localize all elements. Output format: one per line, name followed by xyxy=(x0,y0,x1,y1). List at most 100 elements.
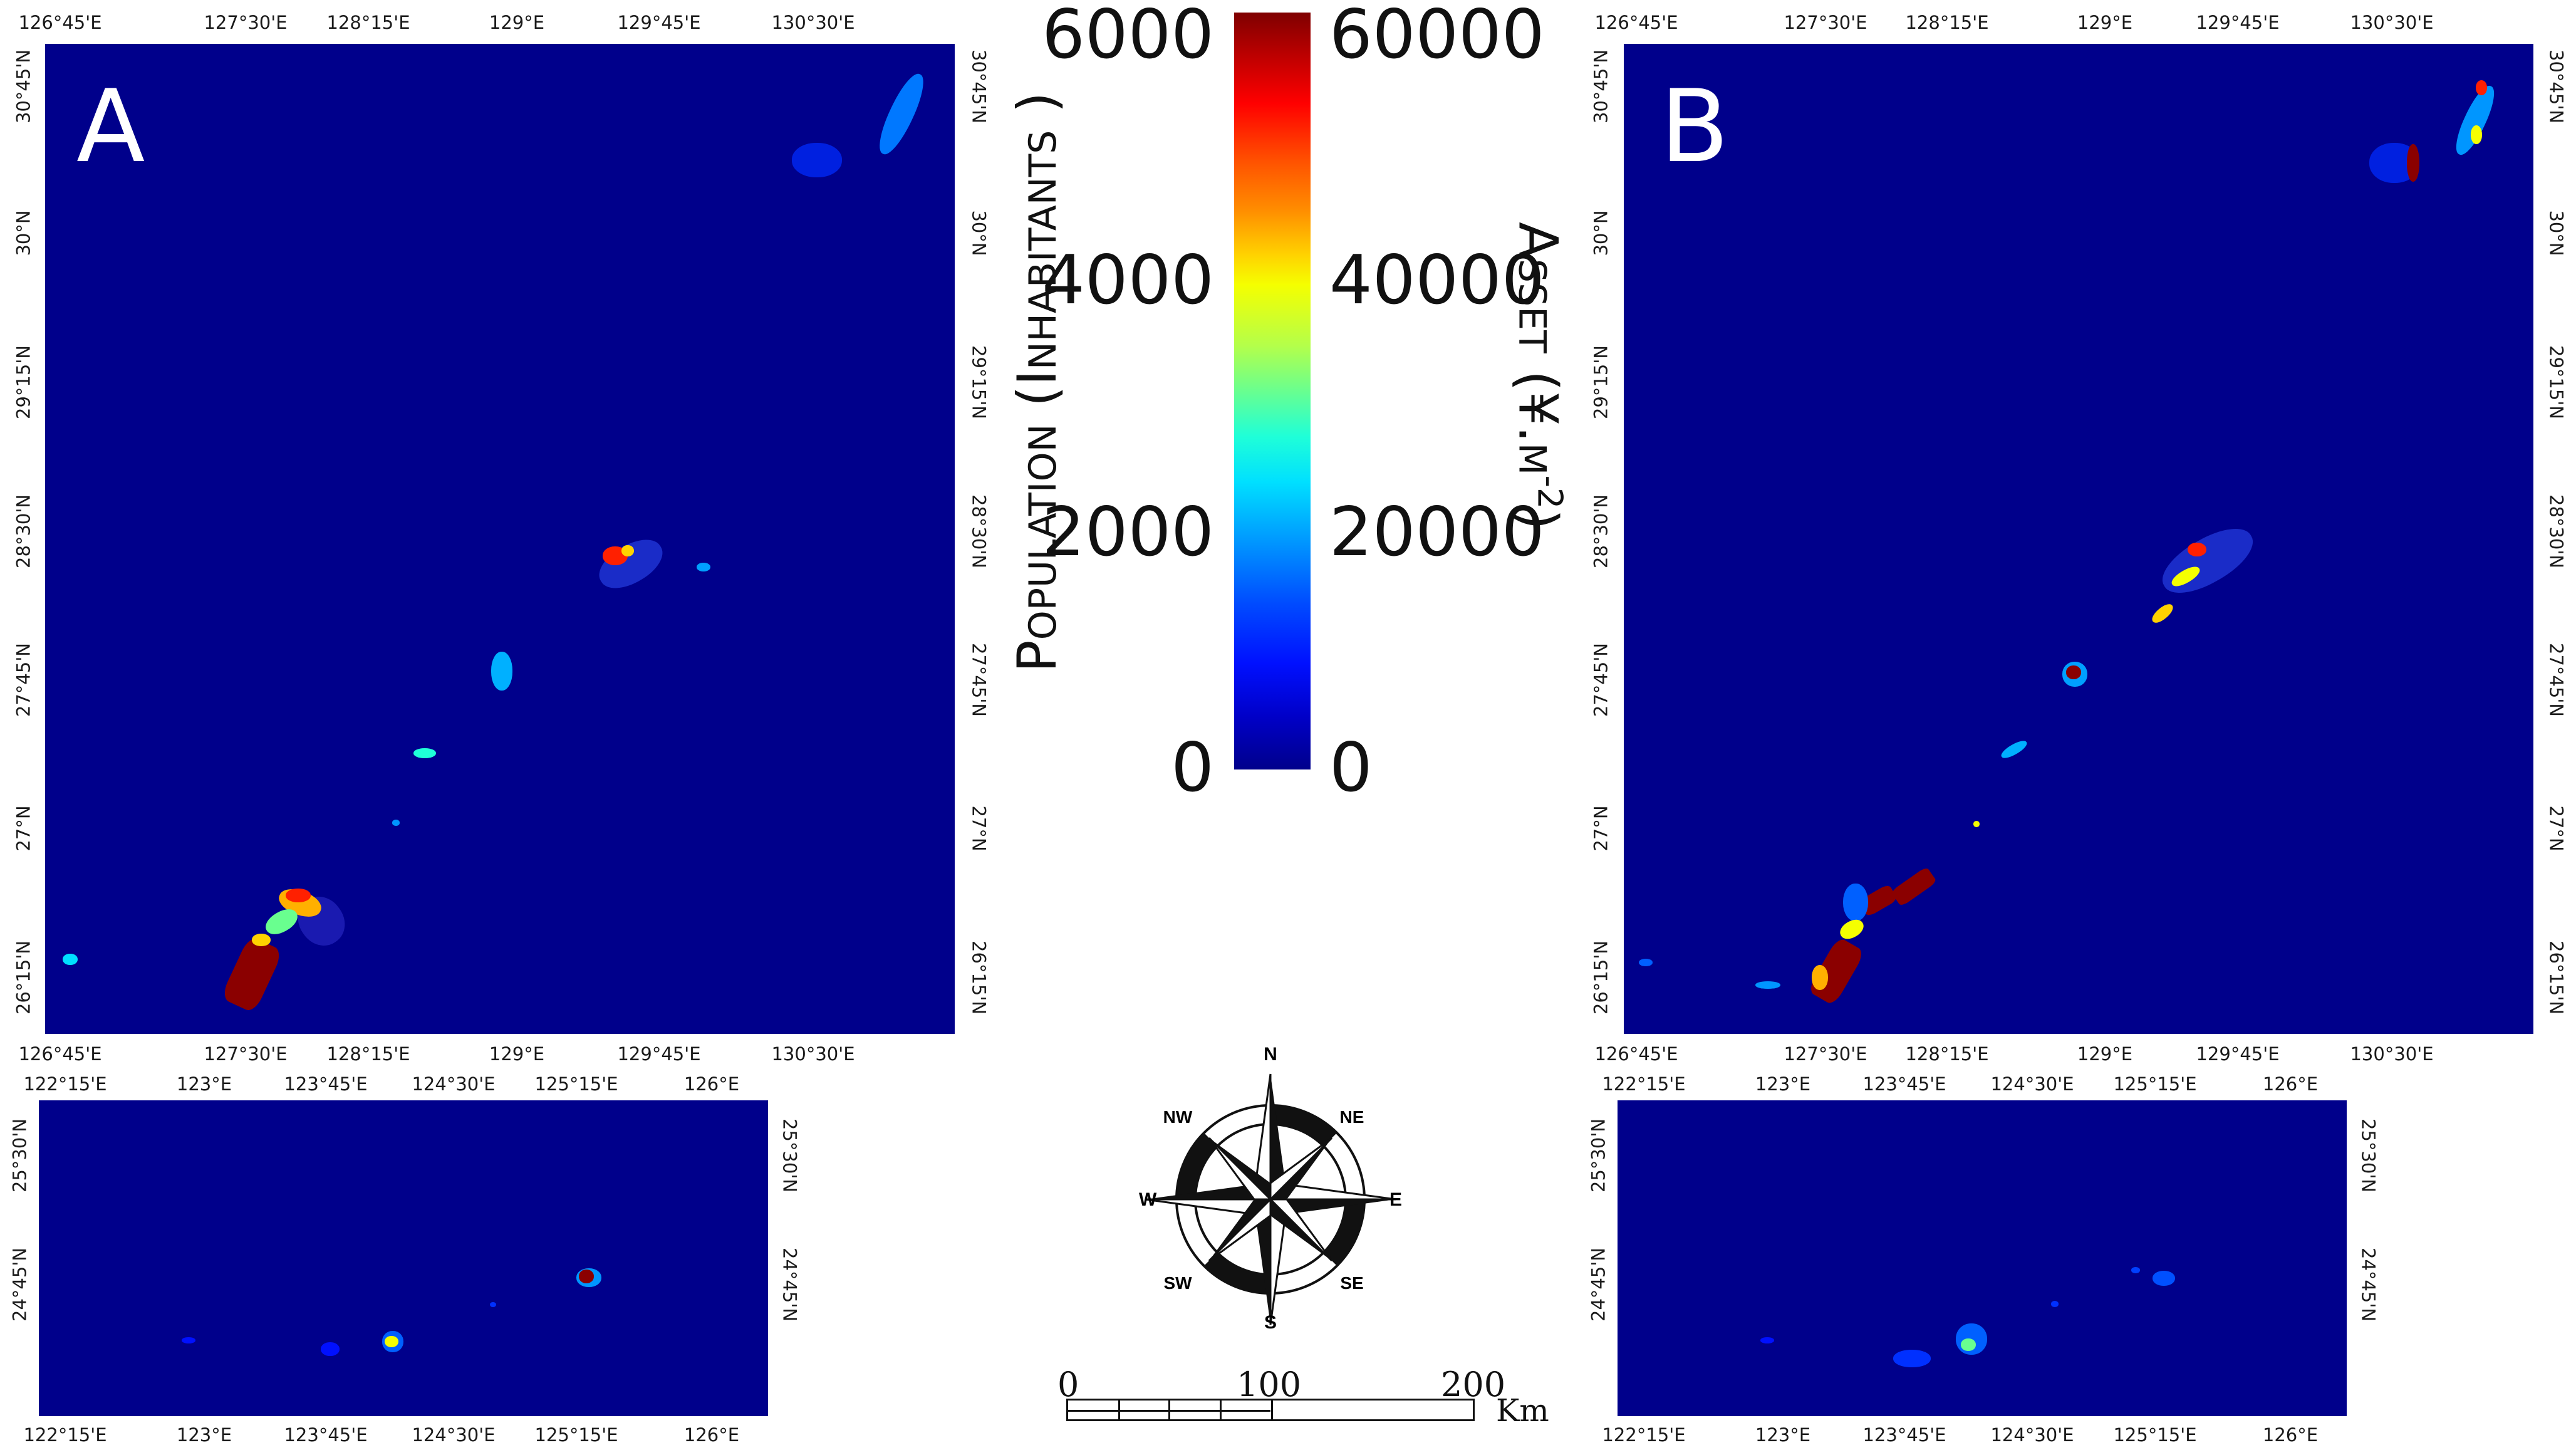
lon-tick: 123°E xyxy=(176,1073,232,1095)
lat-tick: 28°30'N xyxy=(1590,494,1612,568)
lon-tick: 123°45'E xyxy=(284,1073,368,1095)
island-patch xyxy=(1999,738,2029,761)
lat-tick: 27°45'N xyxy=(1590,643,1612,717)
compass-se: SE xyxy=(1340,1273,1363,1293)
panel-a-label: A xyxy=(76,68,145,185)
compass-nw: NW xyxy=(1163,1107,1193,1127)
panel-a-main-map: A xyxy=(45,44,955,1034)
lat-tick: 30°N xyxy=(13,210,34,256)
lat-tick: 30°45'N xyxy=(1590,50,1612,123)
lat-tick: 30°45'N xyxy=(968,50,990,123)
island-patch xyxy=(2476,80,2487,95)
lon-tick: 128°15'E xyxy=(326,1043,410,1065)
island-patch xyxy=(579,1270,594,1283)
lon-tick: 129°45'E xyxy=(617,1043,701,1065)
island-patch xyxy=(2149,601,2176,626)
panel-a-inset-map xyxy=(39,1100,768,1416)
island-patch xyxy=(490,1302,496,1307)
colorbar-gradient xyxy=(1234,13,1311,769)
island-patch xyxy=(697,563,710,571)
lon-tick: 126°E xyxy=(683,1424,740,1446)
lon-tick: 125°15'E xyxy=(534,1424,618,1446)
asset-label-40000: 40000 xyxy=(1329,241,1545,320)
island-patch xyxy=(220,935,284,1014)
lat-tick: 26°15'N xyxy=(1590,941,1612,1014)
lat-tick: 30°N xyxy=(968,210,990,256)
island-patch xyxy=(1893,1350,1931,1367)
lat-tick: 29°15'N xyxy=(2545,345,2567,419)
scale-bar-tick xyxy=(1220,1400,1222,1419)
island-patch xyxy=(491,652,512,691)
island-patch xyxy=(2153,516,2262,605)
lon-tick: 127°30'E xyxy=(204,1043,288,1065)
lat-tick: 30°45'N xyxy=(2545,50,2567,123)
island-patch xyxy=(1973,821,1980,827)
island-patch xyxy=(1961,1338,1976,1351)
island-patch xyxy=(1843,884,1868,921)
lat-tick: 27°45'N xyxy=(968,643,990,717)
lon-tick: 129°45'E xyxy=(2196,12,2280,33)
lon-tick: 123°45'E xyxy=(284,1424,368,1446)
island-patch xyxy=(1760,1337,1774,1343)
compass-rose-icon: N NE E SE S SW W NW xyxy=(1139,1044,1402,1333)
lon-tick: 127°30'E xyxy=(1784,12,1867,33)
lat-tick: 28°30'N xyxy=(2545,494,2567,568)
lon-tick: 127°30'E xyxy=(204,12,288,33)
island-patch xyxy=(286,889,311,902)
island-patch xyxy=(872,69,931,159)
lon-tick: 129°E xyxy=(489,12,545,33)
lat-tick: 30°45'N xyxy=(13,50,34,123)
island-patch xyxy=(252,934,271,946)
lon-tick: 123°E xyxy=(176,1424,232,1446)
asset-label-20000: 20000 xyxy=(1329,493,1545,571)
lon-tick: 122°15'E xyxy=(1602,1424,1686,1446)
lon-tick: 123°45'E xyxy=(1862,1424,1946,1446)
compass-n: N xyxy=(1264,1044,1277,1065)
compass-sw: SW xyxy=(1163,1273,1192,1293)
lat-tick: 26°15'N xyxy=(13,941,34,1014)
asset-label-min: 0 xyxy=(1329,729,1373,807)
compass-e: E xyxy=(1389,1189,1402,1210)
population-label-2000: 2000 xyxy=(1042,493,1214,571)
island-patch xyxy=(182,1337,195,1343)
population-label-4000: 4000 xyxy=(1042,241,1214,320)
island-patch xyxy=(792,143,842,177)
island-patch xyxy=(392,820,400,826)
lon-tick: 123°E xyxy=(1755,1073,1811,1095)
lon-tick: 125°15'E xyxy=(2113,1073,2197,1095)
scale-label-100: 100 xyxy=(1237,1365,1302,1404)
panel-b-main-map: B xyxy=(1624,44,2533,1034)
lat-tick: 27°N xyxy=(2545,805,2567,852)
lat-tick: 25°30'N xyxy=(1587,1119,1609,1192)
island-patch xyxy=(413,748,436,758)
lat-tick: 24°45'N xyxy=(2357,1248,2379,1322)
island-patch xyxy=(1890,866,1938,907)
lon-tick: 129°E xyxy=(489,1043,545,1065)
compass-w: W xyxy=(1139,1189,1157,1210)
compass-rose: N NE E SE S SW W NW xyxy=(1139,1041,1402,1333)
asset-label-max: 60000 xyxy=(1329,0,1545,74)
lat-tick: 24°45'N xyxy=(779,1248,801,1322)
population-label-min: 0 xyxy=(1171,729,1214,807)
lat-tick: 30°N xyxy=(1590,210,1612,256)
lat-tick: 25°30'N xyxy=(779,1119,801,1192)
island-patch xyxy=(2153,1271,2175,1286)
lat-tick: 28°30'N xyxy=(968,494,990,568)
lat-tick: 24°45'N xyxy=(9,1248,31,1322)
lon-tick: 130°30'E xyxy=(771,12,855,33)
lon-tick: 123°45'E xyxy=(1862,1073,1946,1095)
lon-tick: 122°15'E xyxy=(1602,1073,1686,1095)
island-patch xyxy=(1755,981,1780,989)
lat-tick: 29°15'N xyxy=(13,345,34,419)
lat-tick: 27°45'N xyxy=(2545,643,2567,717)
lon-tick: 124°30'E xyxy=(1990,1073,2074,1095)
compass-s: S xyxy=(1264,1312,1277,1330)
population-axis-title: Population (Inhabitants ) xyxy=(1006,91,1069,673)
asset-axis-title: Asset (¥.m-2) xyxy=(1506,222,1570,530)
lon-tick: 126°45'E xyxy=(18,12,102,33)
lat-tick: 26°15'N xyxy=(968,941,990,1014)
lon-tick: 123°E xyxy=(1755,1424,1811,1446)
population-label-max: 6000 xyxy=(1042,0,1214,74)
island-patch xyxy=(385,1336,398,1347)
lat-tick: 27°N xyxy=(968,805,990,852)
